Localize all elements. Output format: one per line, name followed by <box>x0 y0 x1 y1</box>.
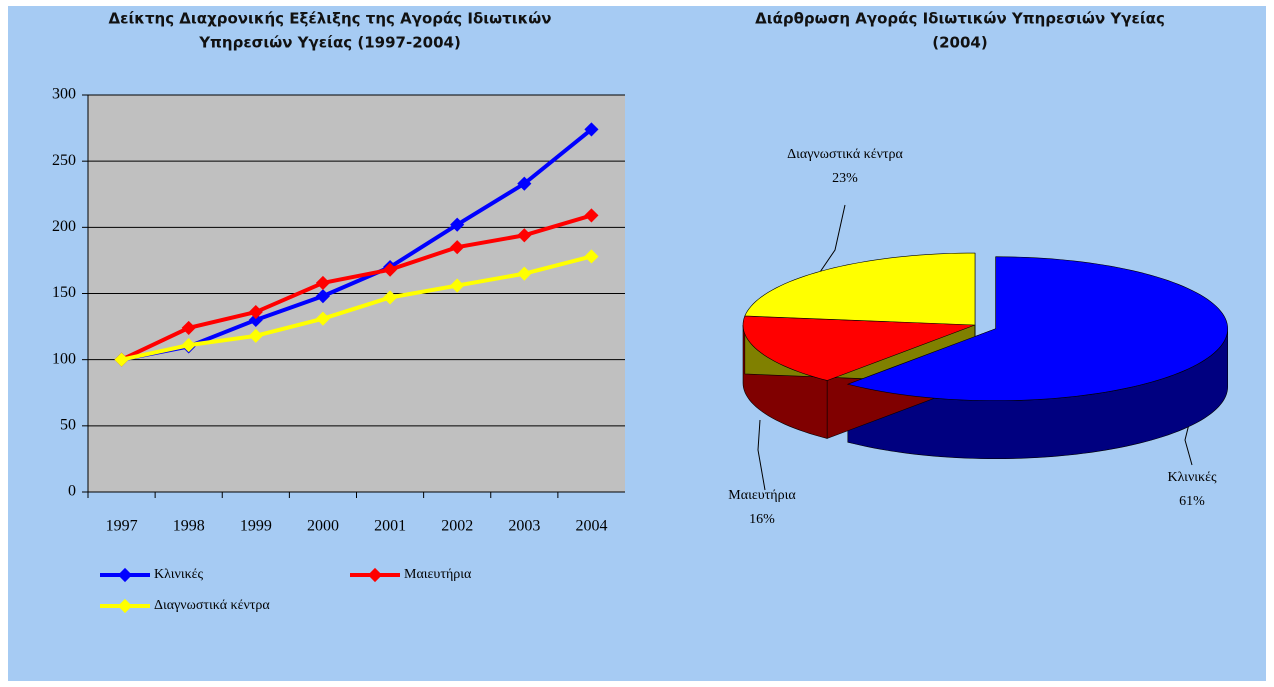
chart-title: Δείκτης Διαχρονικής Εξέλιξης της Αγοράς … <box>108 10 551 28</box>
x-tick-label: 2001 <box>374 518 406 535</box>
point-marker <box>248 312 263 328</box>
point-marker <box>181 338 196 353</box>
point-marker <box>248 304 263 320</box>
point-marker <box>315 311 331 326</box>
y-tick-label: 0 <box>68 483 76 500</box>
legend-label: Κλινικές <box>154 567 204 582</box>
point-marker <box>114 352 129 367</box>
pie-slice <box>742 315 976 381</box>
point-marker <box>584 208 599 223</box>
leader-line <box>817 204 846 276</box>
pie-label: Μαιευτήρια <box>728 488 796 503</box>
y-tick-label: 300 <box>52 86 76 103</box>
x-tick-label: 2003 <box>508 518 540 535</box>
pie-label: Κλινικές <box>1167 470 1217 485</box>
y-tick-label: 100 <box>52 350 76 367</box>
point-marker <box>450 240 465 255</box>
chart-title: (2004) <box>932 34 987 52</box>
pie-label: Διαγνωστικά κέντρα <box>787 147 903 162</box>
legend-marker <box>367 567 383 583</box>
legend-label: Διαγνωστικά κέντρα <box>154 598 270 613</box>
y-tick-label: 50 <box>60 417 76 434</box>
pie-slice <box>744 252 976 326</box>
point-marker <box>517 176 532 191</box>
x-tick-label: 1998 <box>173 518 205 535</box>
pie-slice <box>846 256 1228 402</box>
point-marker <box>584 249 599 264</box>
point-marker <box>584 122 599 137</box>
point-marker <box>315 289 331 304</box>
chart-title: Διάρθρωση Αγοράς Ιδιωτικών Υπηρεσιών Υγε… <box>755 10 1165 28</box>
point-marker <box>315 275 331 290</box>
x-tick-label: 1997 <box>106 518 138 535</box>
y-tick-label: 250 <box>52 152 76 169</box>
pie-value-label: 61% <box>1179 494 1205 509</box>
chart-title: Υπηρεσιών Υγείας (1997-2004) <box>198 34 461 52</box>
x-tick-label: 2004 <box>575 518 607 535</box>
legend-label: Μαιευτήρια <box>404 567 472 582</box>
y-tick-label: 150 <box>52 284 76 301</box>
pie-value-label: 23% <box>832 171 858 186</box>
series-line <box>121 254 592 362</box>
point-marker <box>248 328 263 343</box>
legend-marker <box>117 567 133 583</box>
point-marker <box>450 278 465 293</box>
leader-line <box>757 419 766 491</box>
point-marker <box>181 320 196 335</box>
point-marker <box>382 262 398 277</box>
x-tick-label: 2000 <box>307 518 339 535</box>
point-marker <box>517 228 532 243</box>
x-tick-label: 2002 <box>441 518 473 535</box>
legend-marker <box>117 598 133 614</box>
point-marker <box>517 266 532 281</box>
x-tick-label: 1999 <box>240 518 272 535</box>
pie-value-label: 16% <box>749 512 775 527</box>
point-marker <box>450 217 465 232</box>
y-tick-label: 200 <box>52 218 76 235</box>
point-marker <box>382 290 398 305</box>
series-line <box>120 213 593 362</box>
